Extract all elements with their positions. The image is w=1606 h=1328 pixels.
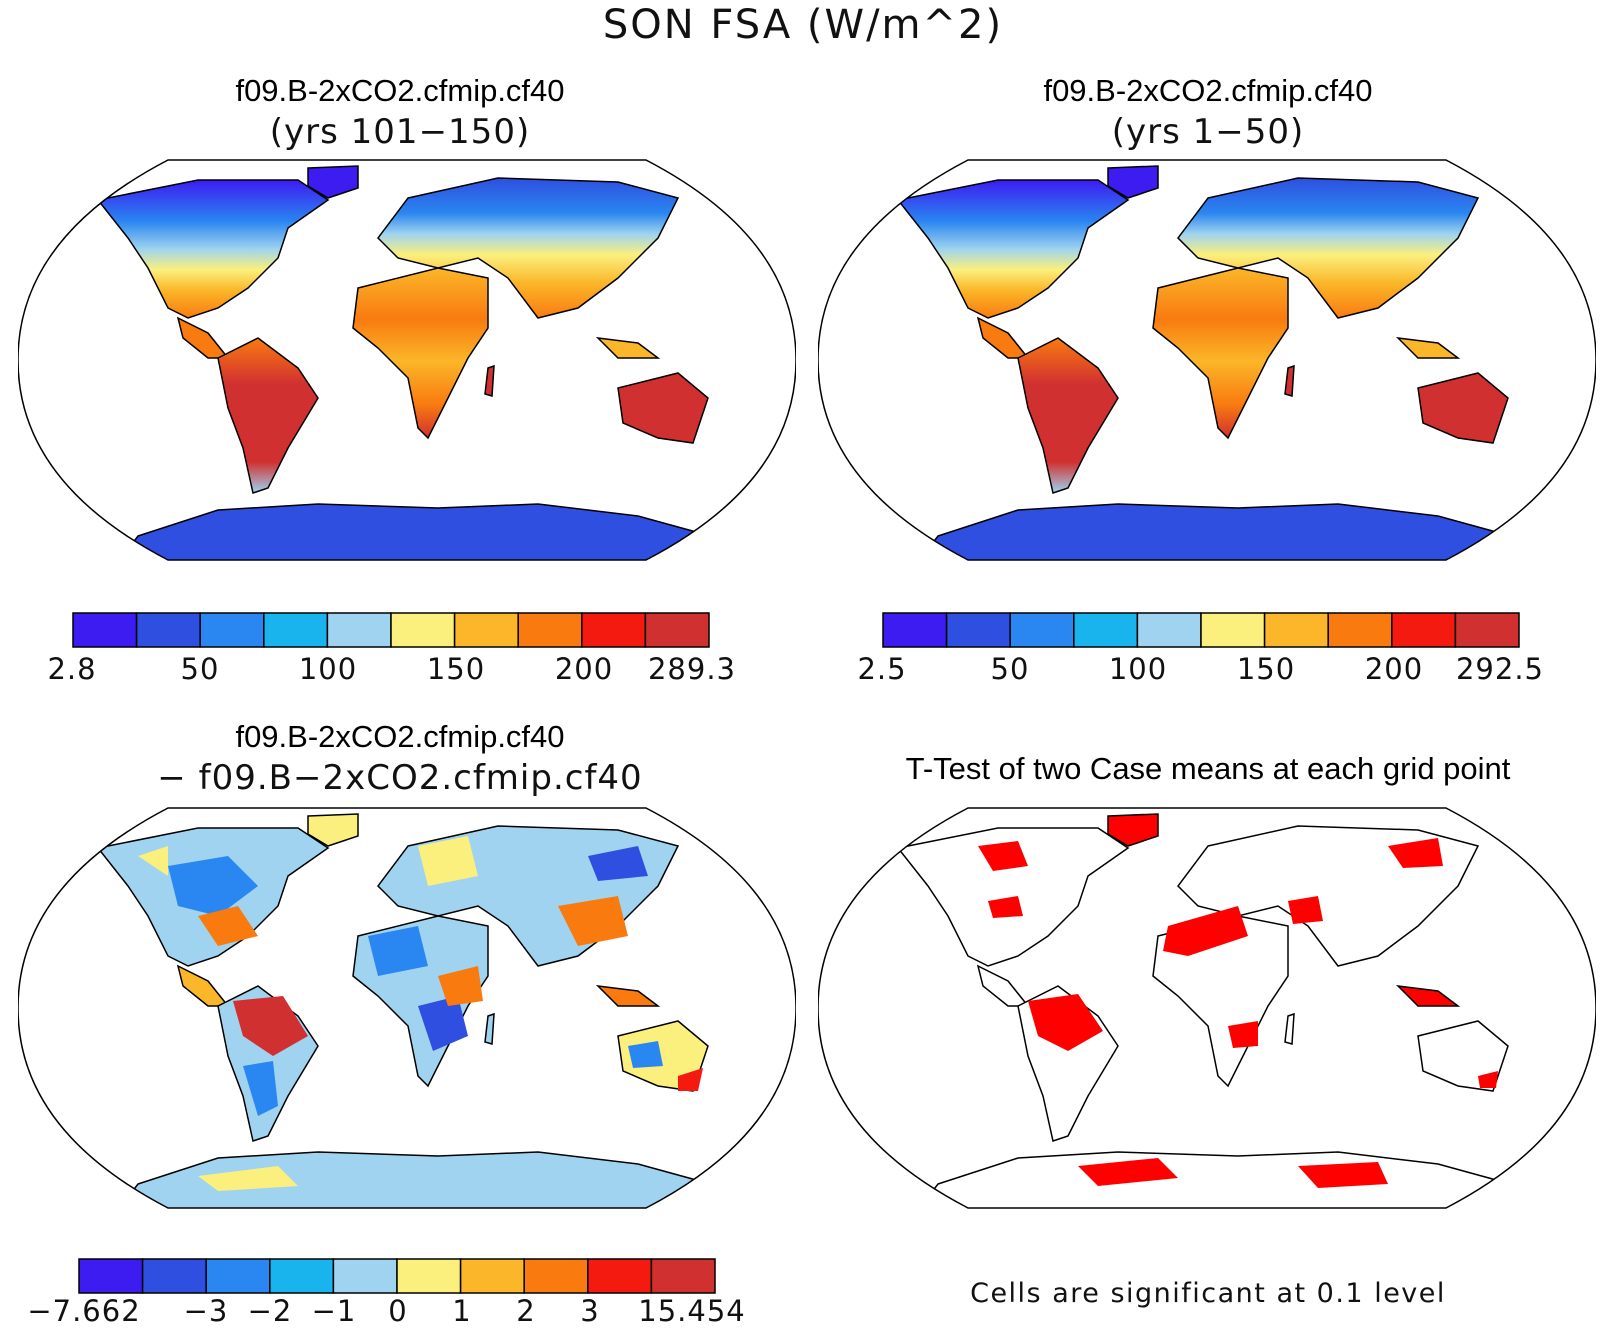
colorbar-swatch xyxy=(326,612,392,648)
robinson-map-case-a xyxy=(18,159,796,561)
panel-title-case-a: f09.B-2xCO2.cfmip.cf40 xyxy=(235,73,565,108)
colorbar-tick-label: 50 xyxy=(180,652,220,686)
colorbar-swatch xyxy=(1136,612,1202,648)
colorbar-tick-label: −7.662 xyxy=(27,1294,141,1328)
panel-title-case-b: f09.B-2xCO2.cfmip.cf40 xyxy=(1043,73,1373,108)
colorbar-swatch xyxy=(650,1258,716,1294)
colorbar-swatch xyxy=(205,1258,271,1294)
panel-title-difference: f09.B-2xCO2.cfmip.cf40 xyxy=(235,719,565,754)
colorbar-tick-label: 15.454 xyxy=(638,1294,746,1328)
colorbar-tick-label: 292.5 xyxy=(1455,652,1545,686)
colorbar-labels-case-a: 2.8 50 100 150 200 289.3 xyxy=(47,652,735,686)
colorbar-tick-label: 100 xyxy=(298,652,358,686)
significance-note: Cells are significant at 0.1 level xyxy=(970,1278,1446,1309)
map-panel-difference xyxy=(18,806,796,1210)
colorbar-swatch xyxy=(1200,612,1266,648)
colorbar-tick-label: 150 xyxy=(426,652,486,686)
map-panel-ttest xyxy=(818,806,1596,1210)
colorbar-tick-label: 289.3 xyxy=(647,652,737,686)
colorbar-swatch xyxy=(1391,612,1457,648)
colorbar-swatches-case-a xyxy=(72,612,710,648)
colorbar-swatch xyxy=(1263,612,1329,648)
colorbar-tick-label: 0 xyxy=(388,1294,408,1328)
colorbar-swatch xyxy=(72,612,138,648)
colorbar-tick-label: 3 xyxy=(580,1294,600,1328)
colorbar-tick-label: 50 xyxy=(990,652,1030,686)
colorbar-tick-label: 2.8 xyxy=(47,652,97,686)
colorbar-swatch xyxy=(135,612,201,648)
panel-subtitle-years-a: (yrs 101−150) xyxy=(269,112,531,152)
colorbar-swatch xyxy=(945,612,1011,648)
robinson-map-difference xyxy=(18,807,796,1209)
colorbar-case-b xyxy=(882,612,1522,648)
robinson-map-ttest xyxy=(818,807,1596,1209)
colorbar-swatch xyxy=(644,612,710,648)
colorbar-labels-difference: −7.662 −3 −2 −1 0 1 2 3 15.454 xyxy=(27,1294,744,1328)
colorbar-swatch xyxy=(199,612,265,648)
colorbar-swatch xyxy=(587,1258,653,1294)
colorbar-swatch xyxy=(581,612,647,648)
colorbar-swatch xyxy=(332,1258,398,1294)
main-title: SON FSA (W/m^2) xyxy=(602,2,1004,48)
panel-subtitle-years-b: (yrs 1−50) xyxy=(1111,112,1305,152)
colorbar-labels-case-b: 2.5 50 100 150 200 292.5 xyxy=(857,652,1543,686)
map-panel-case-b xyxy=(818,158,1596,562)
panel-subtitle-minus-case: − f09.B−2xCO2.cfmip.cf40 xyxy=(157,758,643,798)
colorbar-swatch xyxy=(263,612,329,648)
map-panel-case-a xyxy=(18,158,796,562)
panel-title-ttest: T-Test of two Case means at each grid po… xyxy=(905,751,1511,786)
colorbar-swatch xyxy=(1073,612,1139,648)
colorbar-swatch xyxy=(1454,612,1520,648)
colorbar-swatch xyxy=(523,1258,589,1294)
colorbar-tick-label: 200 xyxy=(554,652,614,686)
colorbar-tick-label: −2 xyxy=(247,1294,293,1328)
colorbar-swatch xyxy=(78,1258,144,1294)
colorbar-tick-label: 150 xyxy=(1236,652,1296,686)
colorbar-tick-label: −1 xyxy=(311,1294,357,1328)
colorbar-tick-label: 2.5 xyxy=(857,652,907,686)
colorbar-tick-label: 1 xyxy=(452,1294,472,1328)
colorbar-swatch xyxy=(141,1258,207,1294)
colorbar-swatch xyxy=(459,1258,525,1294)
colorbar-tick-label: 200 xyxy=(1364,652,1424,686)
colorbar-case-a xyxy=(72,612,712,648)
colorbar-tick-label: 100 xyxy=(1108,652,1168,686)
colorbar-tick-label: −3 xyxy=(183,1294,229,1328)
colorbar-swatch xyxy=(1009,612,1075,648)
colorbar-swatches-case-b xyxy=(882,612,1520,648)
colorbar-swatch xyxy=(1327,612,1393,648)
colorbar-swatch xyxy=(453,612,519,648)
colorbar-swatches-difference xyxy=(78,1258,716,1294)
colorbar-tick-label: 2 xyxy=(516,1294,536,1328)
colorbar-difference xyxy=(78,1258,718,1294)
colorbar-swatch xyxy=(390,612,456,648)
colorbar-swatch xyxy=(269,1258,335,1294)
robinson-map-case-b xyxy=(818,159,1596,561)
colorbar-swatch xyxy=(882,612,948,648)
colorbar-swatch xyxy=(517,612,583,648)
colorbar-swatch xyxy=(396,1258,462,1294)
